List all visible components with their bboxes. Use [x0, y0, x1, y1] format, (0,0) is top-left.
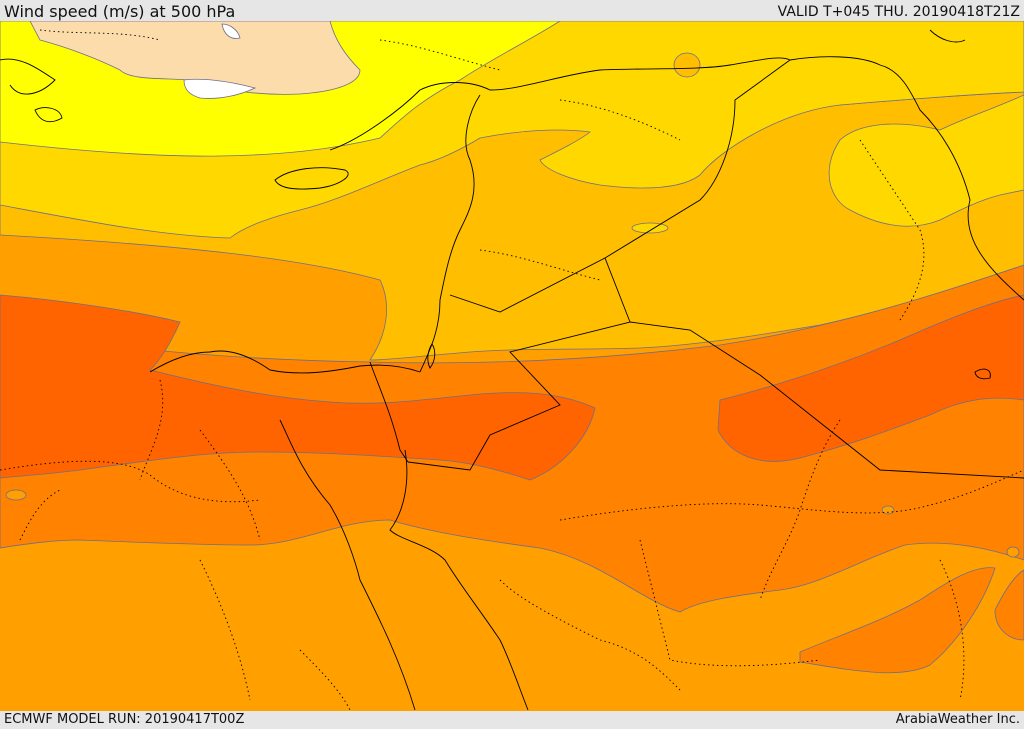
bottom-bar: ECMWF MODEL RUN: 20190417T00Z ArabiaWeat…: [0, 711, 1024, 729]
top-bar: Wind speed (m/s) at 500 hPa VALID T+045 …: [0, 0, 1024, 21]
contour-blob: [994, 569, 1024, 641]
valid-time: VALID T+045 THU. 20190418T21Z: [777, 4, 1020, 20]
wind-speed-map: [0, 21, 1024, 711]
country-borders: [0, 29, 1024, 711]
contour-blob: [881, 505, 895, 515]
model-run-label: ECMWF MODEL RUN: 20190417T00Z: [4, 712, 245, 727]
contour-blob: [1006, 546, 1020, 558]
band-dark-orange-east: [717, 294, 1024, 462]
credit-label: ArabiaWeather Inc.: [895, 712, 1020, 727]
internal-boundaries: [0, 29, 1024, 711]
no-data-patch: [183, 78, 257, 99]
band-dark-orange: [0, 294, 596, 481]
no-data-patch-small: [221, 23, 241, 39]
contour-blob: [631, 222, 669, 234]
band-orange-patch: [799, 567, 996, 674]
contour-blob: [673, 52, 701, 78]
map-canvas: [0, 21, 1024, 711]
contour-blob: [5, 489, 27, 501]
map-title: Wind speed (m/s) at 500 hPa: [4, 2, 236, 21]
